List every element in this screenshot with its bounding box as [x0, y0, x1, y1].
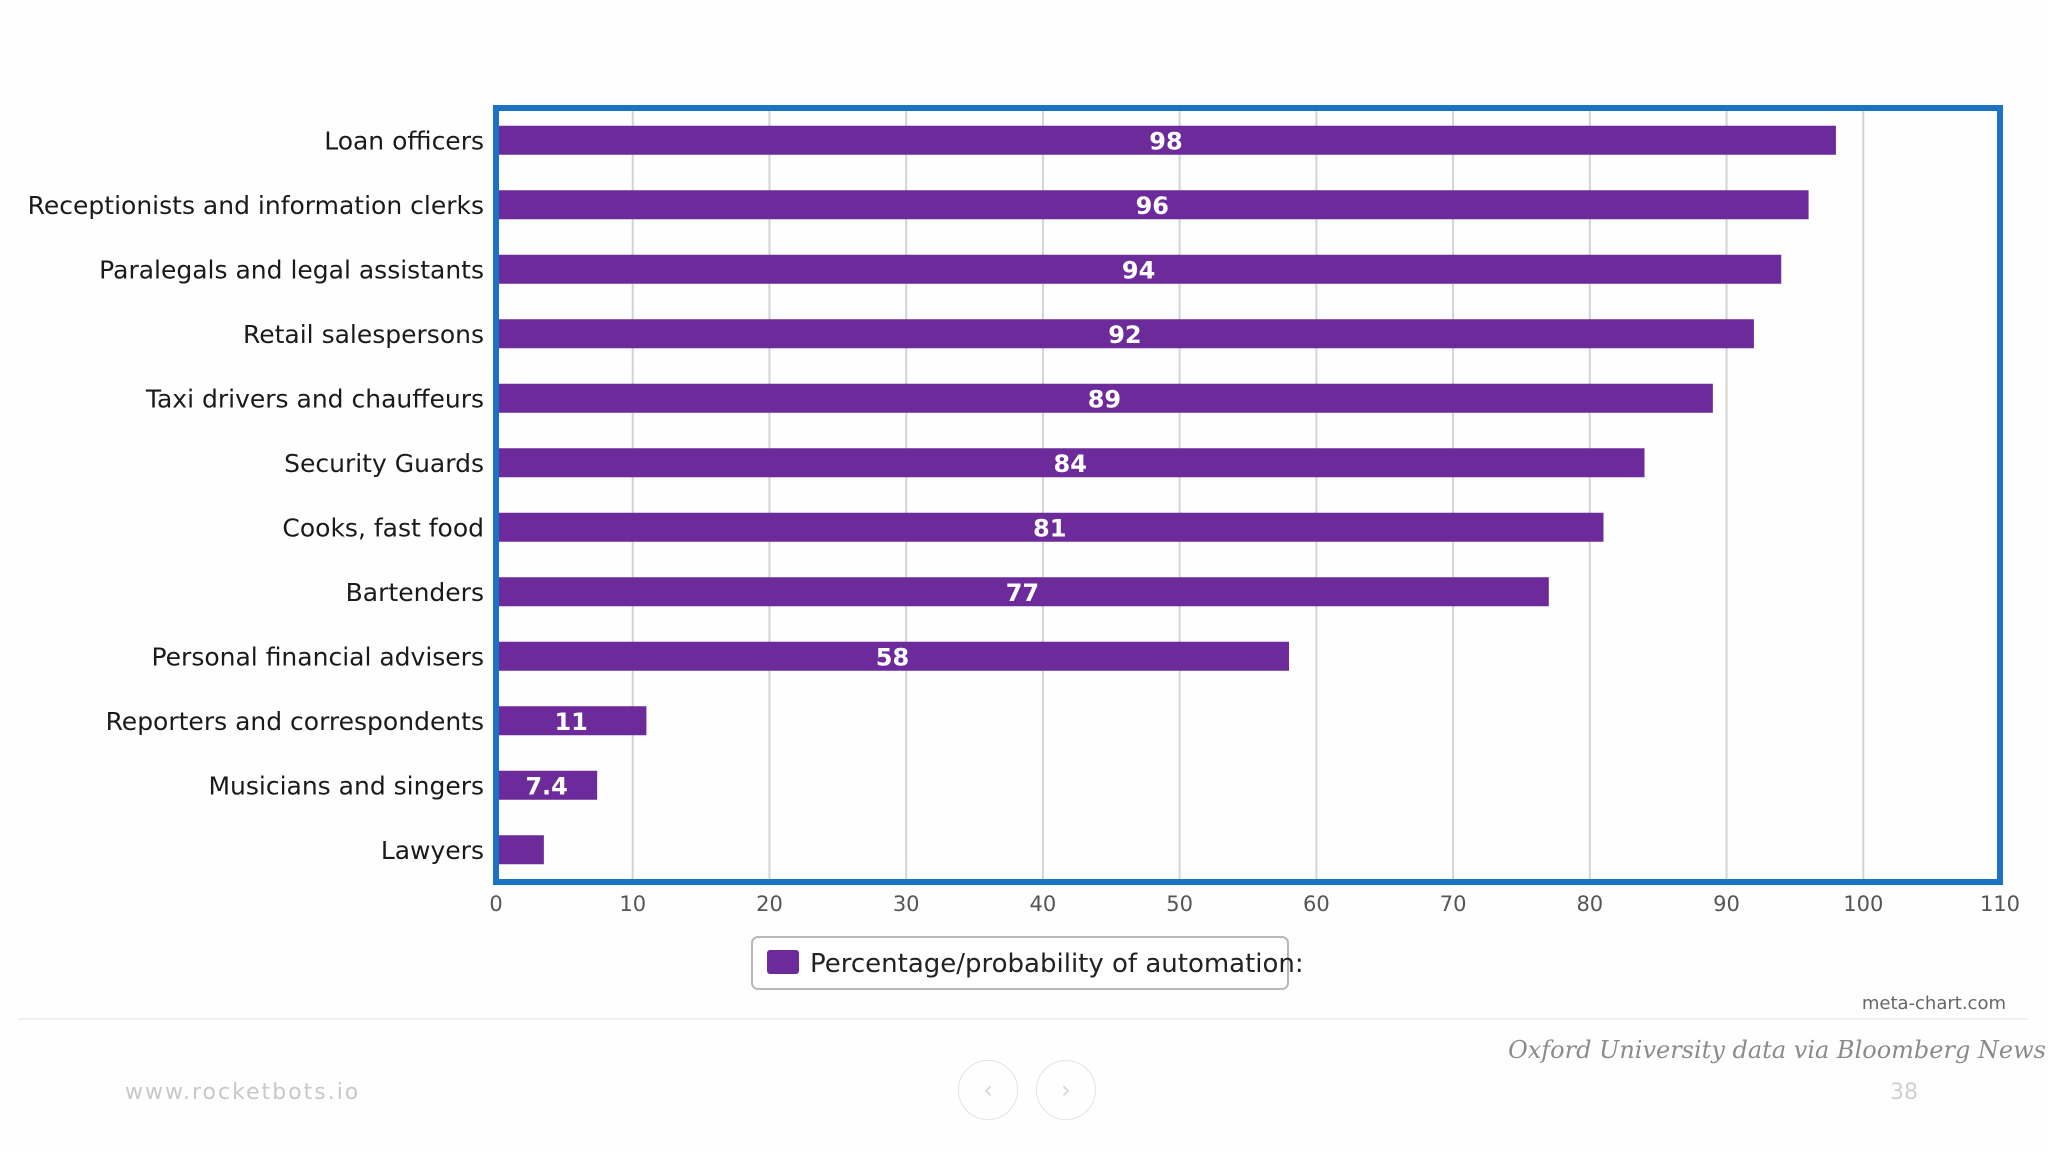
- category-label: Personal financial advisers: [151, 642, 484, 671]
- bars: 98 96 94 92 89 84 81 77 58 11 7.4: [496, 125, 1836, 865]
- x-tick-label: 20: [756, 892, 783, 916]
- x-tick-label: 60: [1303, 892, 1330, 916]
- bar-value-label: 77: [1006, 579, 1039, 607]
- bar: [496, 770, 598, 800]
- category-label: Security Guards: [284, 449, 484, 478]
- category-label: Reporters and correspondents: [106, 707, 484, 736]
- category-label: Receptionists and information clerks: [28, 191, 484, 220]
- bar-value-label: 94: [1122, 256, 1155, 284]
- footer-url[interactable]: www.rocketbots.io: [125, 1080, 361, 1105]
- x-axis-tick-labels: 0 10 20 30 40 50 60 70 80 90 100 110: [489, 892, 2020, 916]
- legend-swatch: [767, 950, 799, 974]
- bar: [496, 254, 1782, 284]
- bar-value-label: 84: [1054, 450, 1087, 478]
- legend: Percentage/probability of automation:: [751, 936, 1304, 990]
- x-tick-label: 90: [1713, 892, 1740, 916]
- plot-border: [493, 105, 2003, 885]
- bar: [496, 383, 1713, 413]
- x-tick-label: 0: [489, 892, 502, 916]
- x-tick-label: 50: [1166, 892, 1193, 916]
- bar: [496, 706, 647, 736]
- category-label: Paralegals and legal assistants: [99, 255, 484, 284]
- bar-value-label: 58: [876, 643, 909, 671]
- chart-credit: meta-chart.com: [1862, 993, 2006, 1014]
- bar: [496, 835, 544, 865]
- x-tick-label: 110: [1980, 892, 2020, 916]
- x-tick-label: 70: [1440, 892, 1467, 916]
- category-labels: Loan officers Receptionists and informati…: [28, 126, 484, 865]
- chevron-left-icon: ‹: [983, 1076, 993, 1104]
- bar: [496, 125, 1836, 155]
- bar-value-label: 11: [554, 708, 587, 736]
- next-slide-button[interactable]: ›: [1036, 1060, 1096, 1120]
- bar: [496, 448, 1645, 478]
- bar-value-label: 98: [1149, 127, 1182, 155]
- category-label: Cooks, fast food: [282, 513, 484, 542]
- x-tick-label: 10: [619, 892, 646, 916]
- bar: [496, 577, 1549, 607]
- prev-slide-button[interactable]: ‹: [958, 1060, 1018, 1120]
- legend-label: Percentage/probability of automation:: [810, 949, 1304, 979]
- bar: [496, 641, 1290, 671]
- bar-value-label: 81: [1033, 514, 1066, 542]
- bar: [496, 319, 1754, 349]
- x-tick-label: 80: [1576, 892, 1603, 916]
- category-label: Lawyers: [381, 836, 484, 865]
- grid-lines: [631, 108, 1865, 882]
- x-tick-label: 30: [893, 892, 920, 916]
- legend-box: [751, 936, 1289, 990]
- plot-frame: [493, 105, 2003, 885]
- category-label: Loan officers: [324, 126, 484, 155]
- bar-value-label: 89: [1088, 385, 1121, 413]
- bar-value-label: 96: [1136, 192, 1169, 220]
- bar-value-label: 92: [1108, 321, 1141, 349]
- source-caption: Oxford University data via Bloomberg New…: [1508, 1036, 2046, 1064]
- category-label: Retail salespersons: [243, 320, 484, 349]
- bar: [496, 190, 1809, 220]
- bar-value-label: 7.4: [525, 772, 568, 800]
- x-tick-label: 40: [1030, 892, 1057, 916]
- bar: [496, 512, 1604, 542]
- category-label: Musicians and singers: [208, 771, 484, 800]
- category-label: Bartenders: [346, 578, 484, 607]
- page-number: 38: [1890, 1080, 1918, 1105]
- category-label: Taxi drivers and chauffeurs: [145, 384, 484, 413]
- divider: [18, 1018, 2028, 1020]
- chevron-right-icon: ›: [1061, 1076, 1071, 1104]
- x-tick-label: 100: [1843, 892, 1883, 916]
